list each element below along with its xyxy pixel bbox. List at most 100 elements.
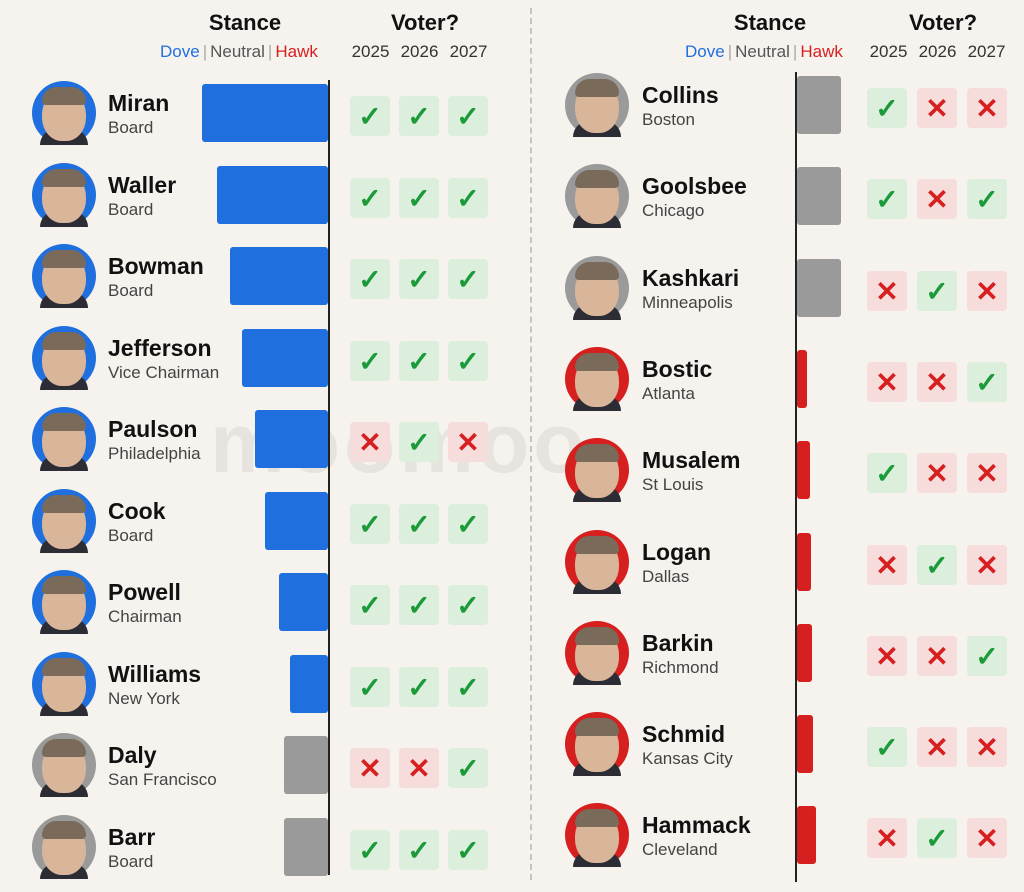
member-row: Williams New York ✓ ✓ ✓ [0, 649, 1024, 729]
legend-neutral: Neutral [735, 42, 790, 61]
avatar [32, 326, 96, 390]
check-icon: ✓ [399, 585, 439, 625]
avatar [565, 712, 629, 776]
member-row: Logan Dallas ✕ ✓ ✕ [0, 527, 1024, 607]
member-name: Miran [108, 90, 170, 116]
year-2027: 2027 [449, 42, 488, 61]
check-icon: ✓ [448, 667, 488, 707]
check-icon: ✓ [448, 259, 488, 299]
avatar [32, 733, 96, 797]
check-icon: ✓ [350, 667, 390, 707]
member-name: Daly [108, 742, 157, 768]
check-icon: ✓ [350, 504, 390, 544]
cross-icon: ✕ [867, 818, 907, 858]
avatar [565, 438, 629, 502]
cross-icon: ✕ [917, 88, 957, 128]
stance-bar-hawk [797, 533, 811, 591]
cross-icon: ✕ [967, 88, 1007, 128]
member-name: Powell [108, 579, 181, 605]
stance-bar-hawk [797, 350, 807, 408]
stance-bar-dove [217, 166, 328, 224]
legend-hawk: Hawk [800, 42, 843, 61]
legend-hawk: Hawk [275, 42, 318, 61]
year-2026: 2026 [400, 42, 439, 61]
cross-icon: ✕ [867, 271, 907, 311]
member-name: Logan [642, 539, 711, 565]
cross-icon: ✕ [967, 271, 1007, 311]
check-icon: ✓ [448, 341, 488, 381]
member-role: Board [108, 852, 154, 871]
member-role: Cleveland [642, 840, 718, 859]
check-icon: ✓ [448, 96, 488, 136]
check-icon: ✓ [967, 636, 1007, 676]
stance-bar-dove [255, 410, 328, 468]
year-headers-right: 2025 2026 2027 [864, 42, 1011, 62]
year-2027: 2027 [967, 42, 1006, 61]
check-icon: ✓ [448, 504, 488, 544]
avatar [32, 652, 96, 716]
member-role: Minneapolis [642, 293, 733, 312]
cross-icon: ✕ [967, 727, 1007, 767]
check-icon: ✓ [448, 748, 488, 788]
avatar [565, 803, 629, 867]
stance-bar-neutral [797, 167, 841, 225]
check-icon: ✓ [448, 178, 488, 218]
check-icon: ✓ [399, 259, 439, 299]
member-row: Bostic Atlanta ✕ ✕ ✓ [0, 344, 1024, 424]
stance-bar-hawk [797, 441, 810, 499]
stance-bar-dove [279, 573, 328, 631]
check-icon: ✓ [399, 422, 439, 462]
avatar [565, 164, 629, 228]
cross-icon: ✕ [448, 422, 488, 462]
check-icon: ✓ [350, 341, 390, 381]
member-role: Chicago [642, 201, 705, 220]
voter-header-right: Voter? [908, 10, 978, 35]
stance-bar-dove [290, 655, 328, 713]
cross-icon: ✕ [917, 453, 957, 493]
member-role: Board [108, 118, 154, 137]
legend-separator: | [727, 42, 733, 61]
check-icon: ✓ [350, 830, 390, 870]
avatar [565, 621, 629, 685]
legend-separator: | [202, 42, 208, 61]
member-row: Schmid Kansas City ✓ ✕ ✕ [0, 709, 1024, 789]
member-name: Bostic [642, 356, 713, 382]
member-row: Hammack Cleveland ✕ ✓ ✕ [0, 800, 1024, 880]
cross-icon: ✕ [917, 636, 957, 676]
stance-bar-neutral [284, 736, 328, 794]
avatar [32, 244, 96, 308]
member-row: Cook Board ✓ ✓ ✓ [0, 486, 1024, 566]
check-icon: ✓ [350, 96, 390, 136]
legend-dove: Dove [160, 42, 200, 61]
member-role: New York [108, 689, 180, 708]
stance-legend-left: Dove | Neutral | Hawk [160, 42, 318, 62]
stance-bar-dove [265, 492, 328, 550]
cross-icon: ✕ [967, 818, 1007, 858]
member-name: Musalem [642, 447, 741, 473]
member-name: Hammack [642, 812, 751, 838]
cross-icon: ✕ [867, 362, 907, 402]
check-icon: ✓ [399, 96, 439, 136]
member-role: Vice Chairman [108, 363, 220, 382]
member-row: Goolsbee Chicago ✓ ✕ ✓ [0, 161, 1024, 241]
avatar [32, 489, 96, 553]
member-row: Barkin Richmond ✕ ✕ ✓ [0, 618, 1024, 698]
avatar [32, 163, 96, 227]
check-icon: ✓ [350, 178, 390, 218]
year-2025: 2025 [351, 42, 390, 61]
check-icon: ✓ [867, 179, 907, 219]
cross-icon: ✕ [917, 727, 957, 767]
member-role: St Louis [642, 475, 704, 494]
member-role: Atlanta [642, 384, 695, 403]
member-name: Paulson [108, 416, 198, 442]
check-icon: ✓ [867, 727, 907, 767]
member-role: Dallas [642, 567, 690, 586]
cross-icon: ✕ [867, 545, 907, 585]
check-icon: ✓ [399, 830, 439, 870]
check-icon: ✓ [917, 545, 957, 585]
member-row: Waller Board ✓ ✓ ✓ [0, 160, 1024, 240]
avatar [32, 815, 96, 879]
avatar [565, 73, 629, 137]
stance-bar-hawk [797, 806, 816, 864]
member-row: Barr Board ✓ ✓ ✓ [0, 812, 1024, 892]
